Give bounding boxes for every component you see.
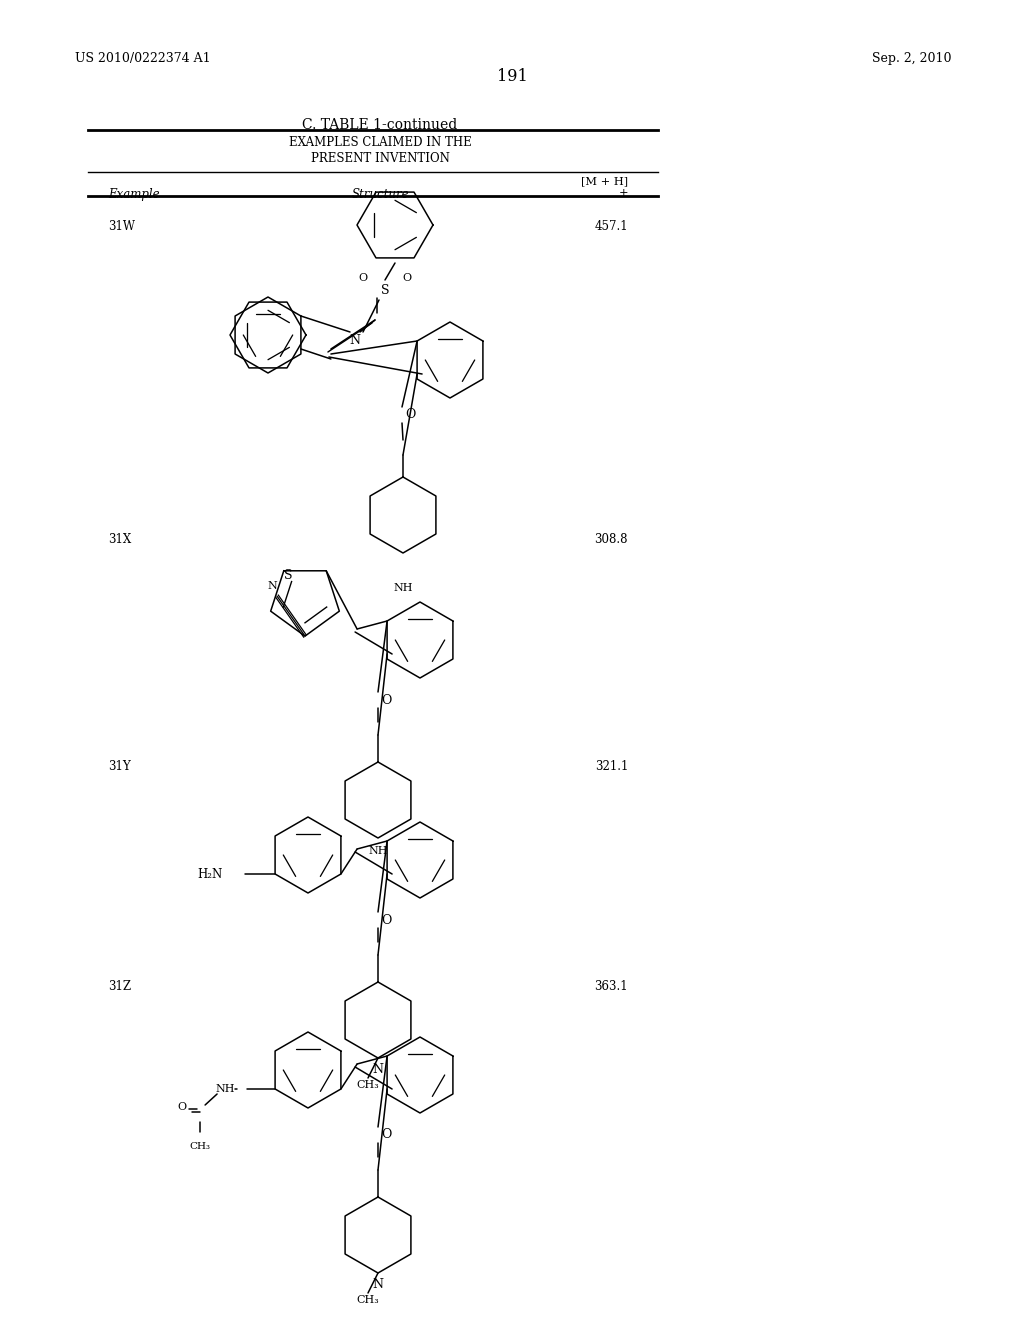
Text: O: O xyxy=(381,693,391,706)
Text: O: O xyxy=(381,913,391,927)
Text: 191: 191 xyxy=(497,69,527,84)
Text: 363.1: 363.1 xyxy=(594,979,628,993)
Text: O: O xyxy=(358,273,368,282)
Text: 308.8: 308.8 xyxy=(595,533,628,546)
Text: 321.1: 321.1 xyxy=(595,760,628,774)
Text: NH: NH xyxy=(369,846,388,855)
Text: N: N xyxy=(349,334,360,346)
Text: O: O xyxy=(381,1129,391,1142)
Text: O: O xyxy=(177,1102,186,1111)
Text: Example: Example xyxy=(108,187,160,201)
Text: 31W: 31W xyxy=(108,220,135,234)
Text: CH₃: CH₃ xyxy=(356,1295,379,1305)
Text: 31Y: 31Y xyxy=(108,760,131,774)
Text: 31X: 31X xyxy=(108,533,131,546)
Text: NH: NH xyxy=(393,583,413,593)
Text: O: O xyxy=(402,273,412,282)
Text: CH₃: CH₃ xyxy=(189,1142,211,1151)
Text: US 2010/0222374 A1: US 2010/0222374 A1 xyxy=(75,51,211,65)
Text: EXAMPLES CLAIMED IN THE: EXAMPLES CLAIMED IN THE xyxy=(289,136,471,149)
Text: N: N xyxy=(373,1278,384,1291)
Text: 457.1: 457.1 xyxy=(594,220,628,234)
Text: N: N xyxy=(267,581,276,591)
Text: CH₃: CH₃ xyxy=(356,1080,379,1090)
Text: Structure: Structure xyxy=(351,187,409,201)
Text: H₂N: H₂N xyxy=(198,867,223,880)
Text: NH: NH xyxy=(215,1084,234,1094)
Text: +: + xyxy=(618,187,628,198)
Text: N: N xyxy=(373,1063,384,1076)
Text: 31Z: 31Z xyxy=(108,979,131,993)
Text: O: O xyxy=(404,408,415,421)
Text: C. TABLE 1-continued: C. TABLE 1-continued xyxy=(302,117,458,132)
Text: Sep. 2, 2010: Sep. 2, 2010 xyxy=(872,51,952,65)
Text: S: S xyxy=(284,569,292,582)
Text: [M + H]: [M + H] xyxy=(581,176,628,186)
Text: PRESENT INVENTION: PRESENT INVENTION xyxy=(310,152,450,165)
Text: S: S xyxy=(381,284,389,297)
